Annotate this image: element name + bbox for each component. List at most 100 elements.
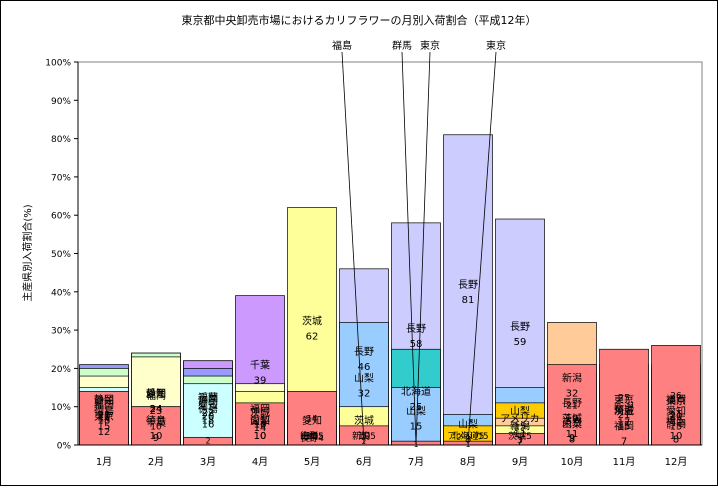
bar-category-label: 徳島	[198, 402, 218, 415]
bar-value-label: 24	[150, 404, 163, 415]
bar-segment	[547, 364, 597, 446]
bars-layer	[79, 134, 701, 446]
bar-category-label: 新潟	[614, 400, 634, 413]
bar-category-label: 山梨	[406, 404, 426, 417]
bar-segment	[651, 345, 701, 446]
bar-value-label: 10	[306, 431, 319, 442]
bar-value-label: 46	[358, 362, 371, 373]
bar-category-label: 福岡	[94, 399, 114, 412]
bar-value-label: 16	[254, 419, 267, 430]
bar-value-label: 15	[98, 421, 111, 432]
y-axis-label: 主産県別入荷割合(%)	[21, 204, 34, 301]
bar-combined-label: 徳島5	[300, 430, 324, 442]
annotation-label: 群馬	[392, 39, 412, 52]
bar-segment	[443, 134, 493, 446]
bar-category-label: 山梨	[562, 418, 582, 431]
bar-value-label: 11	[514, 429, 527, 440]
bar-labels-layer: 静岡21愛知20福岡18徳島15東京1214静岡24愛知24福岡23徳島10千葉…	[94, 279, 686, 449]
bar-value-label: 8	[569, 435, 575, 446]
bar-value-label: 39	[254, 375, 267, 386]
annotations-layer: 福島 群馬 東京 東京	[332, 39, 506, 445]
bar-value-label: 62	[306, 331, 319, 342]
bar-combined-label: 長野4	[300, 433, 324, 444]
bar-category-label: 愛知	[146, 387, 166, 400]
bar-value-label: 20	[98, 412, 111, 423]
bar-category-label: 東京	[562, 416, 582, 429]
bar-value-label: 2	[205, 436, 210, 445]
bar-category-label: 愛知	[94, 395, 114, 408]
bar-value-label: 24	[150, 404, 163, 415]
bar-value-label: 26	[670, 392, 682, 402]
bar-value-label: 16	[202, 419, 215, 430]
bar-value-label: 25	[618, 394, 629, 404]
bar-category-label: 福岡	[146, 389, 166, 402]
bar-value-label: 22	[202, 408, 215, 419]
annotation-label: 東京	[420, 39, 440, 52]
bar-value-label: 8	[673, 435, 679, 446]
bar-category-label: 福岡	[250, 402, 270, 415]
bar-value-label: 81	[462, 295, 475, 306]
bar-category-label: 長野	[458, 279, 478, 291]
x-tick-label: 10月	[561, 456, 584, 468]
bar-category-label: 千葉	[198, 391, 218, 404]
annotation-label: 福島	[332, 39, 352, 52]
bar-value-label: 25	[410, 402, 423, 413]
bar-category-label: 愛知	[198, 399, 218, 412]
x-tick-label: 3月	[200, 456, 216, 468]
y-tick-label: 60%	[51, 212, 71, 222]
bar-value-label: 59	[514, 337, 527, 348]
bar-value-label: 3	[517, 436, 523, 446]
bar-category-label: 徳島	[94, 404, 114, 417]
bar-category-label: 長野	[562, 398, 582, 410]
bar-value-label: 10	[254, 431, 267, 442]
bar-category-label: 茨城	[614, 404, 634, 417]
bar-category-label: 愛知	[250, 414, 270, 427]
bar-category-label: 埼玉	[666, 414, 686, 427]
bar-category-label: 茨城	[562, 412, 582, 425]
bar-value-label: 21	[670, 410, 683, 421]
bar-value-label: 15	[618, 421, 631, 432]
x-tick-label: 4月	[252, 456, 268, 468]
bar-combined-label: アメリカ5	[447, 431, 488, 442]
annotation-leader-line	[467, 51, 497, 445]
bar-category-label: 新潟	[562, 372, 582, 385]
bar-category-label: 新潟	[510, 420, 530, 433]
bar-category-label: 静岡	[146, 387, 166, 400]
y-axis: 0% 10% 20% 30% 40% 50% 60% 70% 80% 90% 100%	[45, 59, 79, 452]
bar-combined-label: 茨城5	[508, 430, 532, 442]
y-tick-label: 100%	[45, 59, 71, 69]
bar-category-label: 静岡	[94, 393, 114, 406]
bar-category-label: 静岡	[666, 418, 686, 431]
annotation-label: 東京	[486, 39, 506, 52]
x-tick-label: 8月	[460, 456, 476, 468]
bar-value-label: 14	[254, 423, 267, 434]
bar-value-label: 10	[254, 431, 267, 442]
bar-value-label: 14	[306, 415, 318, 425]
y-tick-label: 0%	[57, 442, 72, 452]
bar-value-label: 21	[98, 410, 111, 421]
bar-value-label: 21	[566, 401, 577, 411]
x-tick-label: 1月	[96, 456, 112, 468]
bar-value-label: 10	[670, 431, 683, 442]
bar-value-label: 10	[150, 422, 162, 432]
y-tick-label: 90%	[51, 97, 71, 107]
bar-category-label: 茨城	[354, 414, 374, 427]
bar-category-label: 東京	[614, 393, 634, 406]
bar-category-label: 福岡	[666, 393, 686, 406]
bar-category-label: 東京	[666, 395, 686, 408]
bar-value-label: 17	[618, 417, 631, 428]
bar-value-label: 9	[569, 433, 575, 444]
bar-value-label: 15	[514, 421, 527, 432]
bar-value-label: 11	[254, 420, 265, 430]
bar-category-label: 愛知	[302, 414, 322, 427]
bar-segment	[183, 383, 233, 446]
plot-area	[77, 61, 703, 446]
y-tick-label: 70%	[51, 173, 71, 183]
bar-value-label: 18	[98, 416, 111, 427]
bar-category-label: 埼玉	[614, 404, 634, 417]
bar-value-label: 32	[358, 389, 371, 400]
bar-value-label: 7	[517, 437, 523, 448]
bar-value-label: 15	[618, 421, 631, 432]
bar-category-label: アメリカ	[500, 413, 540, 425]
